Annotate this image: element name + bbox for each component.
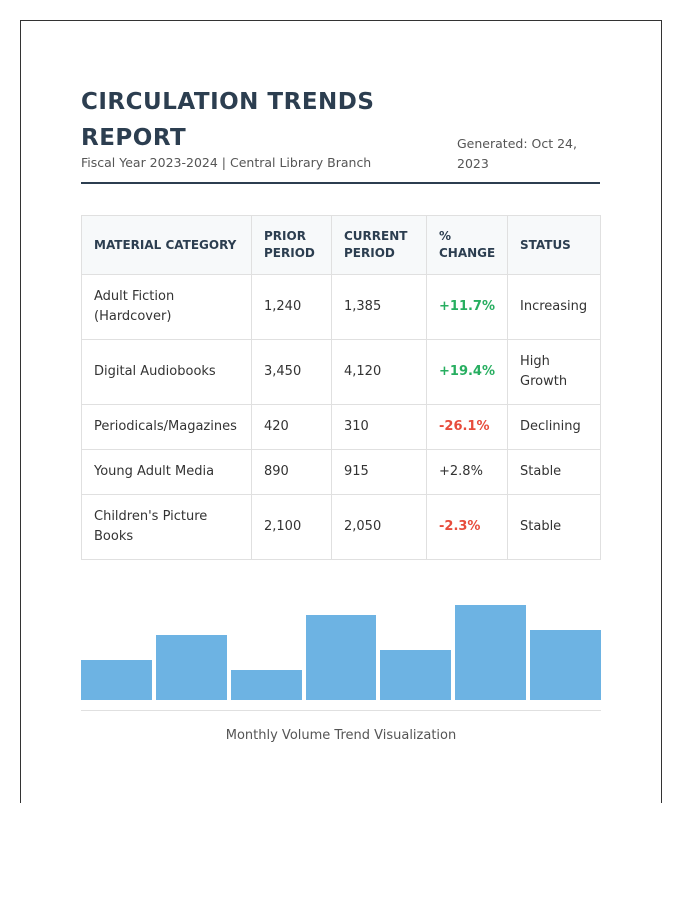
cell-status: Increasing xyxy=(507,274,601,340)
chart-caption: Monthly Volume Trend Visualization xyxy=(225,728,457,743)
column-header-prior: PRIOR PERIOD xyxy=(251,215,332,275)
cell-current: 1,385 xyxy=(331,274,427,340)
cell-change: -26.1% xyxy=(426,404,508,450)
cell-prior: 420 xyxy=(251,404,332,450)
chart-bar xyxy=(380,650,452,700)
cell-change: +19.4% xyxy=(426,339,508,405)
cell-category: Children's Picture Books xyxy=(81,494,252,560)
cell-prior: 3,450 xyxy=(251,339,332,405)
table-header-row: MATERIAL CATEGORY PRIOR PERIOD CURRENT P… xyxy=(81,215,601,275)
circulation-table: MATERIAL CATEGORY PRIOR PERIOD CURRENT P… xyxy=(81,215,601,560)
cell-current: 2,050 xyxy=(331,494,427,560)
cell-category: Adult Fiction (Hardcover) xyxy=(81,274,252,340)
monthly-volume-chart xyxy=(81,600,601,700)
table-row: Adult Fiction (Hardcover) 1,240 1,385 +11.7… xyxy=(81,274,601,340)
chart-bar xyxy=(530,630,601,700)
chart-bar xyxy=(81,660,152,700)
chart-baseline xyxy=(81,710,601,711)
cell-category: Digital Audiobooks xyxy=(81,339,252,405)
cell-current: 4,120 xyxy=(331,339,427,405)
chart-bar xyxy=(155,635,227,700)
cell-current: 915 xyxy=(331,449,427,495)
column-header-status: STATUS xyxy=(507,215,601,275)
chart-bar xyxy=(455,605,527,700)
column-header-category: MATERIAL CATEGORY xyxy=(81,215,252,275)
cell-prior: 1,240 xyxy=(251,274,332,340)
column-header-current: CURRENT PERIOD xyxy=(331,215,427,275)
chart-bar xyxy=(305,615,377,700)
cell-change: -2.3% xyxy=(426,494,508,560)
column-header-change: % CHANGE xyxy=(426,215,508,275)
generated-date: Generated: Oct 24, 2023 xyxy=(457,136,577,171)
cell-change: +11.7% xyxy=(426,274,508,340)
cell-change: +2.8% xyxy=(426,449,508,495)
cell-category: Periodicals/Magazines xyxy=(81,404,252,450)
cell-status: Stable xyxy=(507,449,601,495)
cell-status: High Growth xyxy=(507,339,601,405)
cell-prior: 2,100 xyxy=(251,494,332,560)
page-title: CIRCULATION TRENDS REPORT xyxy=(81,89,375,151)
table-row: Digital Audiobooks 3,450 4,120 +19.4% High G… xyxy=(81,339,601,405)
table-row: Periodicals/Magazines 420 310 -26.1% Declini… xyxy=(81,404,601,450)
cell-category: Young Adult Media xyxy=(81,449,252,495)
table-row: Young Adult Media 890 915 +2.8% Stable xyxy=(81,449,601,495)
cell-status: Declining xyxy=(507,404,601,450)
cell-current: 310 xyxy=(331,404,427,450)
table-row: Children's Picture Books 2,100 2,050 -2.3% S… xyxy=(81,494,601,560)
cell-status: Stable xyxy=(507,494,601,560)
report-subtitle: Fiscal Year 2023-2024 | Central Library … xyxy=(81,155,372,170)
report-header: CIRCULATION TRENDS REPORT Fiscal Year 20… xyxy=(81,84,600,184)
chart-bar xyxy=(230,670,302,700)
cell-prior: 890 xyxy=(251,449,332,495)
